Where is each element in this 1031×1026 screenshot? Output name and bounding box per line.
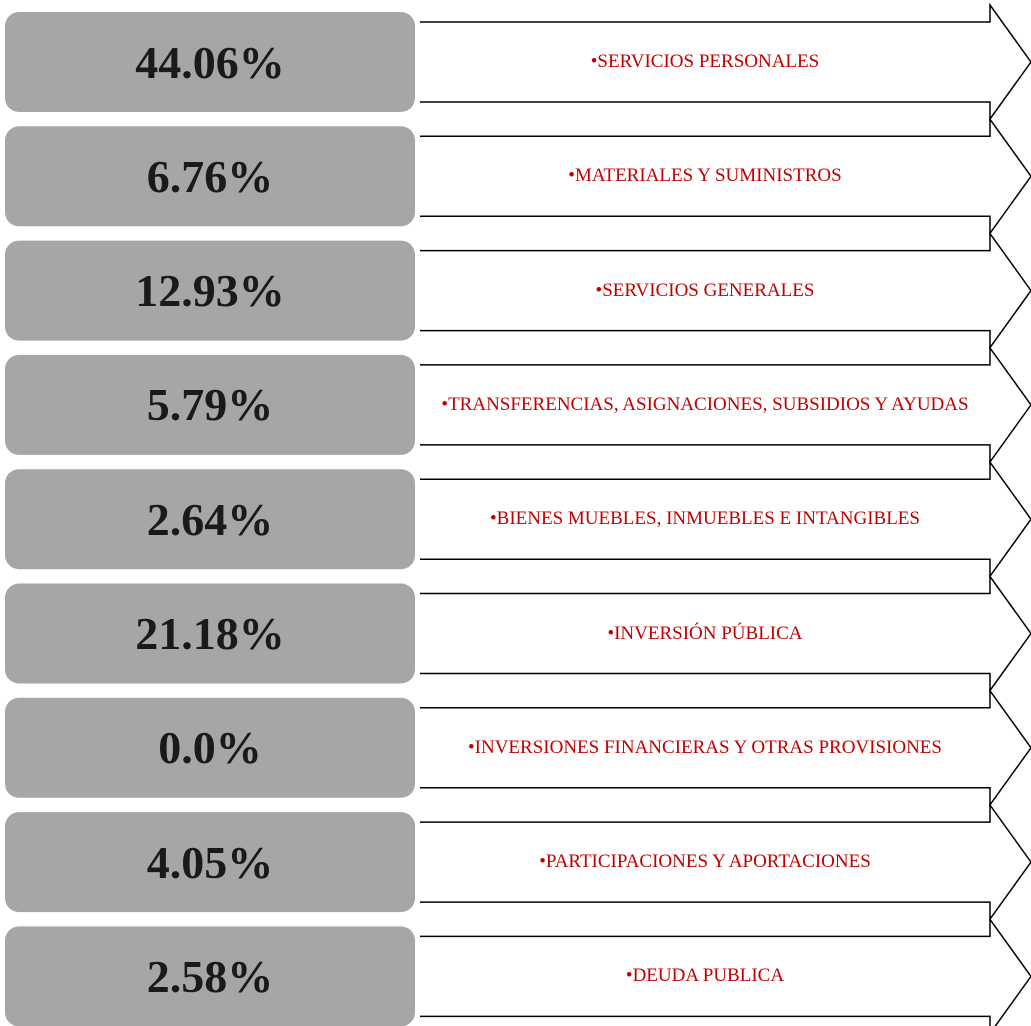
category-label: •TRANSFERENCIAS, ASIGNACIONES, SUBSIDIOS… [441, 393, 969, 415]
arrow [420, 917, 1031, 1026]
percent: 44.06% [135, 36, 285, 88]
percent: 6.76% [146, 150, 274, 202]
percent-box [5, 469, 415, 570]
percent: 2.64% [146, 493, 274, 545]
percent-box [5, 812, 415, 913]
category-label: •INVERSIÓN PÚBLICA [607, 622, 803, 644]
arrow [420, 459, 1031, 579]
percent: 4.05% [146, 836, 274, 888]
arrow [420, 345, 1031, 465]
arrow [420, 688, 1031, 808]
category-label: •SERVICIOS PERSONALES [590, 51, 820, 72]
percent: 0.0% [158, 722, 262, 774]
category-label: •BIENES MUEBLES, INMUEBLES E INTANGIBLES [490, 508, 920, 530]
category-label: •SERVICIOS GENERALES [595, 279, 815, 301]
arrow [420, 116, 1031, 236]
category-label: •DEUDA PUBLICA [625, 965, 785, 987]
arrow [420, 231, 1031, 350]
percent-box [5, 240, 415, 341]
percent-box [5, 126, 415, 227]
percent: 5.79% [146, 379, 274, 431]
category-label: •INVERSIONES FINANCIERAS Y OTRAS PROVISI… [468, 736, 942, 758]
percent: 21.18% [135, 608, 285, 659]
percent-box [5, 583, 415, 684]
arrow [420, 574, 1031, 693]
percent-box [5, 354, 415, 455]
category-label: •PARTICIPACIONES Y APORTACIONES [539, 851, 871, 873]
percent-box [5, 926, 415, 1026]
arrow [420, 802, 1031, 922]
percent-box [5, 12, 415, 112]
category-label: •MATERIALES Y SUMINISTROS [568, 165, 842, 187]
percent: 12.93% [135, 265, 285, 317]
percent: 2.58% [146, 950, 274, 1002]
arrow [420, 2, 1031, 122]
percent-box [5, 697, 415, 798]
